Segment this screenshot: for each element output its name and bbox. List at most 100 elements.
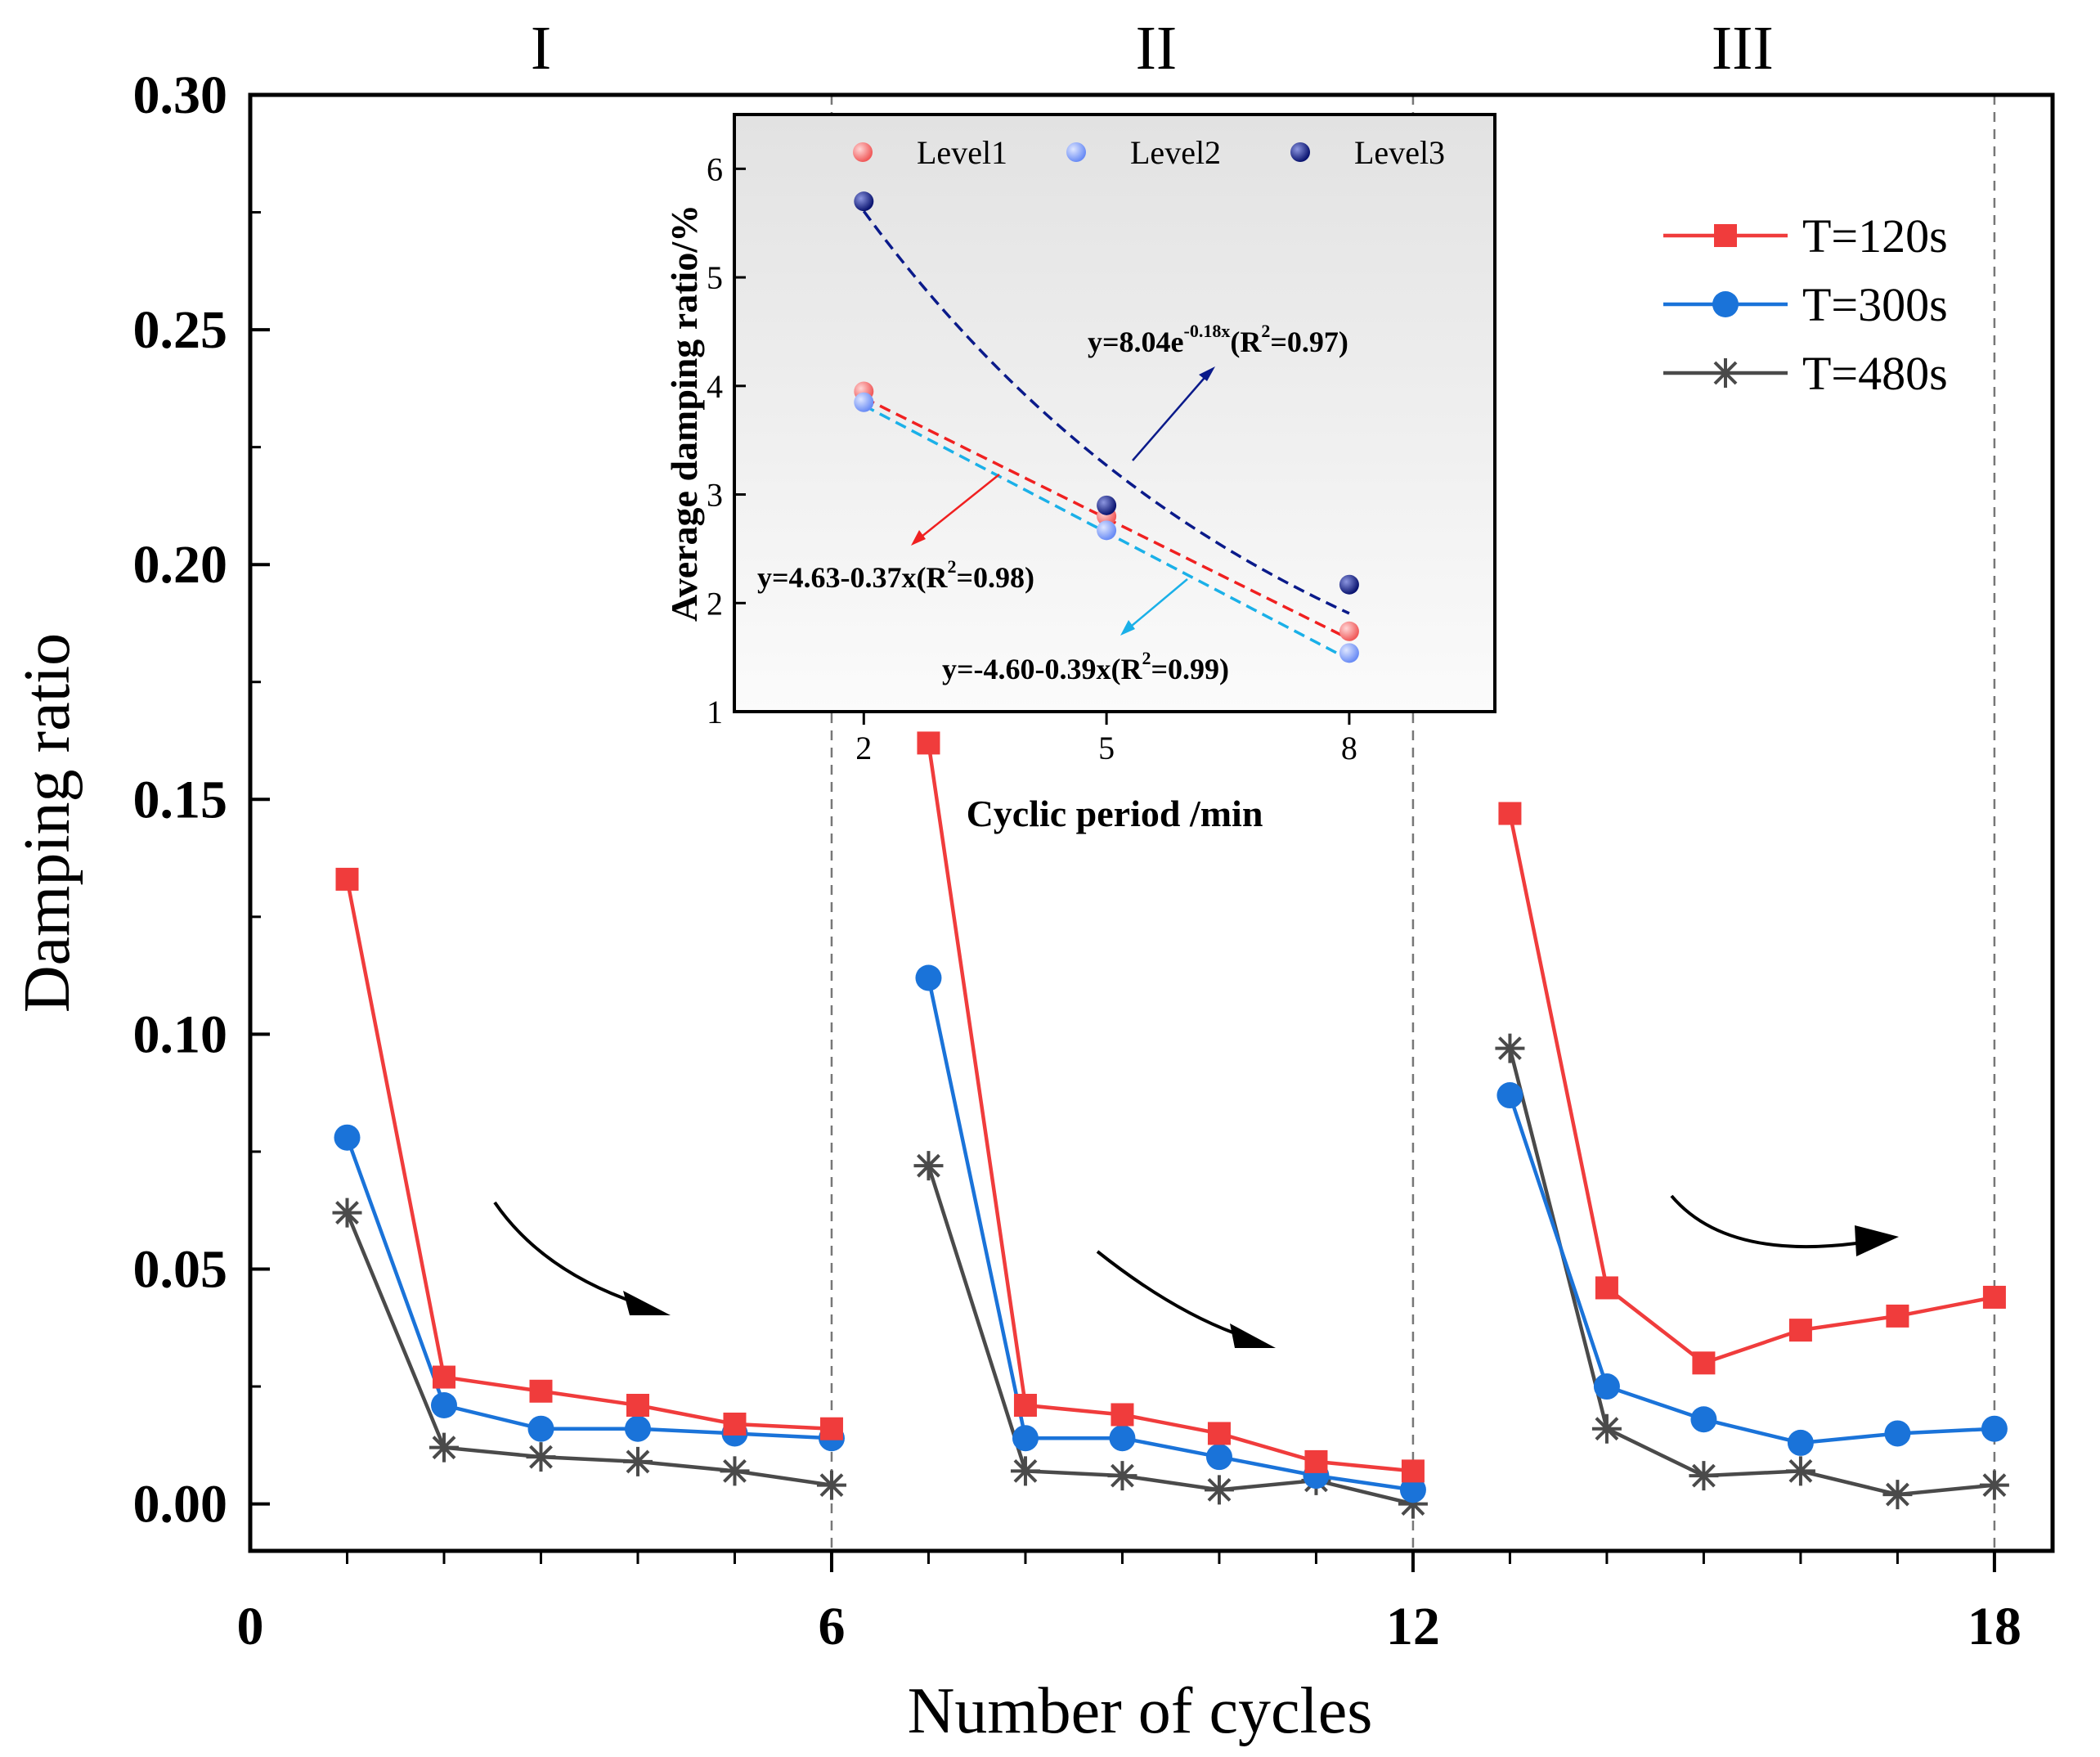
legend-label: T=480s: [1802, 347, 1948, 400]
level3-eq-post: (R: [1230, 326, 1262, 358]
inset-point-Level3: [854, 191, 874, 212]
inset-legend-marker: [853, 142, 873, 162]
data-point: [432, 1365, 455, 1389]
data-point: [1788, 1319, 1812, 1342]
data-point: [723, 1412, 747, 1436]
data-point: [1398, 1489, 1428, 1519]
data-point: [335, 867, 359, 891]
x-tick-label: 6: [818, 1597, 845, 1656]
main-plot-frame: [248, 92, 2055, 1553]
inset-point-Level2: [1097, 520, 1117, 541]
inset-x-tick-label: 8: [1341, 730, 1357, 766]
region-label-I: I: [531, 14, 551, 83]
legend-marker: [1714, 224, 1737, 247]
x-tick-label: 0: [237, 1597, 264, 1656]
level3-eq-r2: 2: [1261, 321, 1270, 341]
trend-arrow-1-head: [623, 1291, 671, 1315]
region-labels: I II III: [531, 14, 1774, 83]
data-point: [1304, 1449, 1328, 1473]
inset-legend: Level1 Level2 Level3: [853, 134, 1445, 171]
data-point: [1495, 1033, 1525, 1063]
main-series: [332, 731, 2009, 1519]
level3-eq-tail: =0.97): [1270, 326, 1348, 358]
inset-point-Level2: [1339, 643, 1359, 663]
level2-pointer: [1126, 578, 1188, 631]
data-point: [1689, 1461, 1719, 1491]
data-point: [819, 1417, 843, 1440]
data-point: [1595, 1276, 1618, 1300]
data-point: [915, 964, 942, 991]
level2-eq-r2: 2: [1142, 648, 1151, 668]
data-point: [816, 1470, 846, 1500]
data-point: [1111, 1403, 1134, 1427]
series-line-segment: [345, 1211, 832, 1487]
series-line-segment: [345, 878, 832, 1431]
inset-x-axis-title: Cyclic period /min: [967, 793, 1263, 834]
inset-plot-background: [733, 113, 1496, 713]
inset-point-Level2: [854, 392, 874, 412]
y-tick-label: 0.25: [133, 300, 228, 360]
main-x-axis-title: Number of cycles: [908, 1675, 1373, 1747]
data-point: [1207, 1422, 1231, 1445]
data-point: [626, 1394, 649, 1417]
y-tick-label: 0.05: [133, 1239, 228, 1299]
data-point: [1981, 1415, 2008, 1442]
series-line-segment: [927, 1165, 1414, 1506]
inset-legend-marker: [1290, 142, 1310, 162]
level3-equation: y=8.04e-0.18x(R2=0.97): [1088, 321, 1348, 358]
data-point: [429, 1432, 459, 1463]
y-tick-label: 0.20: [133, 535, 228, 595]
level2-eq-tail: =0.99): [1151, 653, 1229, 685]
level3-pointer: [1132, 372, 1209, 461]
data-point: [624, 1415, 651, 1442]
y-tick-label: 0.15: [133, 770, 228, 829]
legend-label: T=120s: [1802, 209, 1948, 263]
level1-eq-r2: 2: [948, 556, 957, 577]
trend-arrow-2: [1096, 1250, 1236, 1335]
inset-y-tick-label: 6: [707, 151, 723, 187]
trend-arrows: [493, 1194, 1899, 1348]
data-point: [1690, 1406, 1717, 1433]
data-point: [1010, 1456, 1040, 1486]
data-point: [1591, 1413, 1622, 1444]
trend-arrow-2-head: [1230, 1323, 1276, 1348]
series-line-segment: [927, 743, 1414, 1473]
inset-point-Level3: [1339, 574, 1359, 595]
level2-pointer-head: [1120, 620, 1135, 636]
inset-points: [854, 191, 1359, 663]
data-point: [332, 1198, 362, 1228]
data-point: [1107, 1461, 1138, 1491]
data-point: [1882, 1480, 1913, 1510]
inset-point-Level3: [1097, 495, 1117, 515]
y-tick-label: 0.10: [133, 1004, 228, 1064]
inset-legend-marker: [1066, 142, 1086, 162]
data-point: [1109, 1425, 1136, 1452]
region-label-II: II: [1136, 14, 1178, 83]
inset-y-axis-title: Average damping ratio/%: [663, 204, 705, 622]
legend-label: T=300s: [1802, 278, 1948, 331]
data-point: [527, 1415, 554, 1442]
level1-equation: y=4.63-0.37x(R2=0.98): [757, 556, 1034, 594]
trend-arrow-1: [493, 1201, 630, 1302]
inset-x-tick-label: 2: [855, 730, 872, 766]
series-line-segment: [927, 977, 1414, 1492]
y-tick-label: 0.30: [133, 65, 228, 125]
inset-point-Level1: [1339, 621, 1359, 641]
inset-y-axis-ticks: 1 2 3 4 5 6: [707, 151, 746, 730]
data-point: [1785, 1456, 1815, 1486]
region-label-III: III: [1712, 14, 1774, 83]
level1-pointer-head: [911, 530, 926, 546]
inset-legend-label: Level3: [1354, 134, 1445, 171]
inset-y-tick-label: 2: [707, 585, 723, 622]
trend-arrow-3: [1670, 1194, 1857, 1249]
data-point: [1498, 802, 1522, 825]
x-axis-ticks: 0 6 12 18: [237, 1551, 2021, 1656]
fit-line-Level3: [862, 210, 1350, 615]
inset-x-tick-label: 5: [1098, 730, 1115, 766]
data-point: [1979, 1470, 2009, 1500]
data-point: [1013, 1394, 1037, 1417]
data-point: [529, 1379, 553, 1403]
data-point: [1205, 1444, 1232, 1471]
data-point: [430, 1392, 457, 1418]
